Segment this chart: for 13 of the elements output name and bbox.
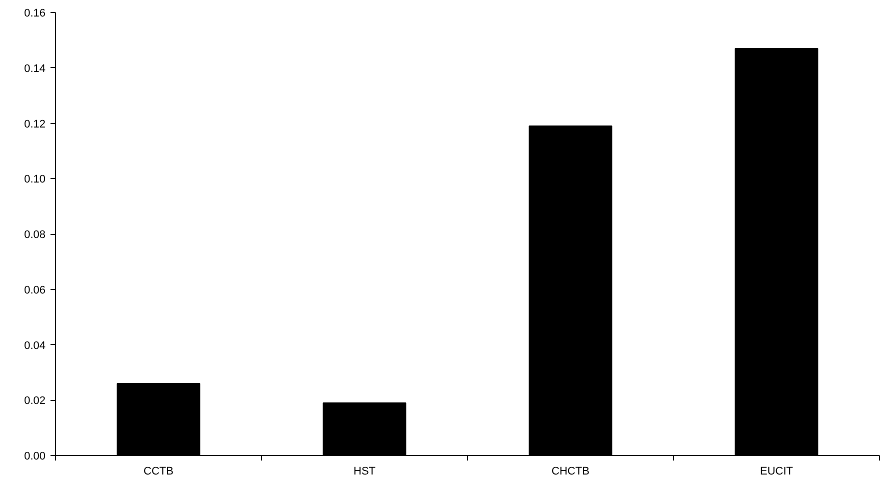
y-tick-label: 0.14	[24, 62, 46, 75]
y-tick-label: 0.10	[24, 174, 46, 186]
y-tick-label: 0.16	[24, 8, 46, 20]
y-tick-label: 0.02	[24, 395, 46, 408]
x-tick-label: EUCIT	[760, 466, 794, 478]
x-tick-label: CHCTB	[552, 466, 590, 478]
y-tick-label: 0.12	[24, 118, 46, 130]
y-tick-label: 0.00	[24, 450, 46, 462]
y-tick-label: 0.08	[24, 229, 46, 241]
y-tick-label: 0.04	[24, 340, 46, 352]
y-tick-label: 0.06	[24, 284, 46, 296]
x-tick-label: HST	[354, 466, 376, 478]
x-tick-label: CCTB	[144, 466, 174, 478]
